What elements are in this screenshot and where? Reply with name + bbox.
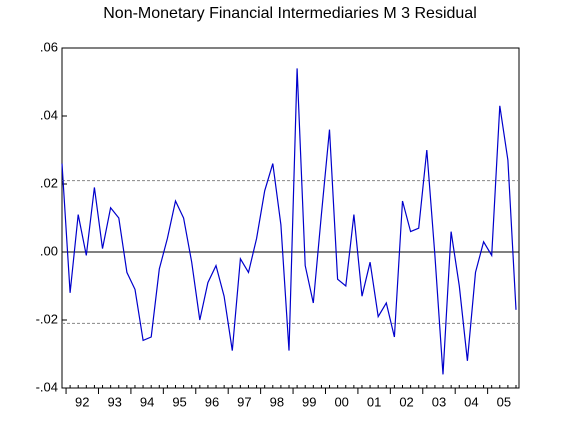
series-line <box>61 68 517 375</box>
x-tick-label: 02 <box>399 394 413 409</box>
x-tick-label: 95 <box>172 394 186 409</box>
x-tick-label: 03 <box>432 394 446 409</box>
y-tick-label: -.02 <box>36 311 58 326</box>
x-tick-label: 92 <box>75 394 89 409</box>
x-tick-label: 05 <box>497 394 511 409</box>
y-tick-label: -.04 <box>36 379 58 394</box>
x-tick-label: 98 <box>270 394 284 409</box>
chart-title: Non-Monetary Financial Intermediaries M … <box>103 5 477 22</box>
x-tick-label: 99 <box>302 394 316 409</box>
x-tick-label: 97 <box>237 394 251 409</box>
x-tick-label: 94 <box>140 394 154 409</box>
x-tick-label: 00 <box>334 394 348 409</box>
y-tick-label: .06 <box>40 39 58 54</box>
y-tick-label: .02 <box>40 175 58 190</box>
x-tick-label: 93 <box>107 394 121 409</box>
x-tick-label: 01 <box>367 394 381 409</box>
x-tick-label: 96 <box>205 394 219 409</box>
x-tick-label: 04 <box>464 394 478 409</box>
y-tick-label: .00 <box>40 243 58 258</box>
plot-frame <box>61 47 520 389</box>
y-tick-label: .04 <box>40 107 58 122</box>
